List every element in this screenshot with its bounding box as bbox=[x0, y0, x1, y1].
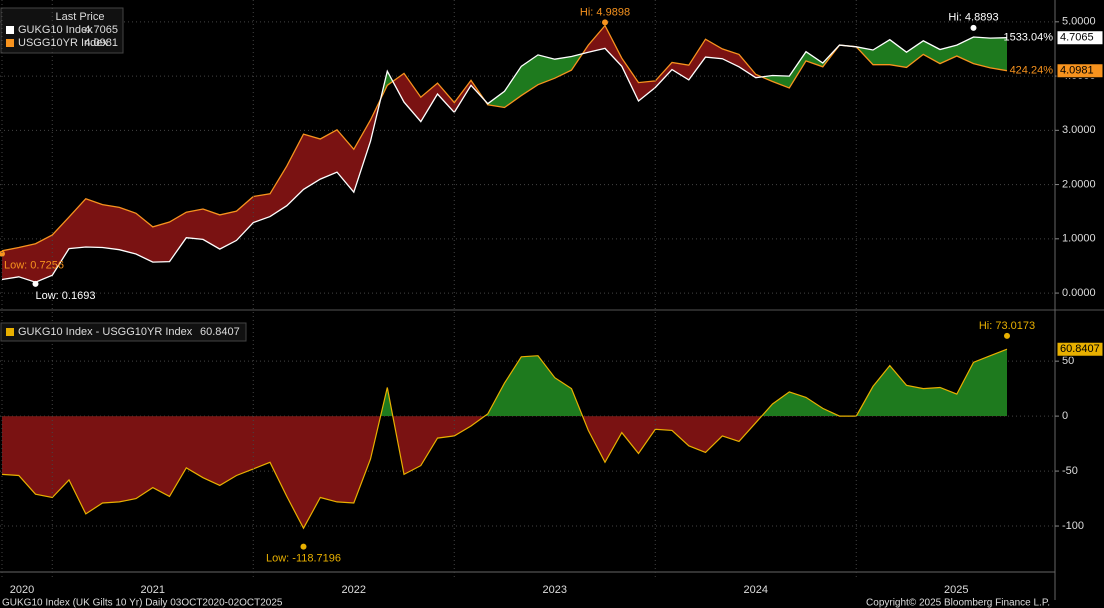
y-tick-label: 1.0000 bbox=[1062, 233, 1096, 245]
y-tick-label: 3.0000 bbox=[1062, 124, 1096, 136]
last-value-tag bbox=[1056, 30, 1104, 46]
annotation-dot bbox=[602, 19, 608, 26]
last-value-label: 60.8407 bbox=[1060, 343, 1100, 355]
y-tick-label: 0.0000 bbox=[1062, 287, 1096, 299]
annotation-dot bbox=[0, 250, 5, 257]
change-label: 1533.04% bbox=[1003, 32, 1053, 44]
annotation-label: Hi: 4.9898 bbox=[580, 6, 630, 18]
legend-value: 60.8407 bbox=[200, 326, 240, 338]
last-value-label: 4.0981 bbox=[1060, 65, 1094, 77]
series-line bbox=[1, 348, 1008, 530]
legend-box bbox=[0, 322, 247, 342]
annotation-dot bbox=[970, 24, 977, 31]
x-tick-label: 2020 bbox=[10, 584, 34, 596]
annotation-label: Low: 0.1693 bbox=[36, 290, 96, 302]
x-tick-label: 2024 bbox=[744, 584, 768, 596]
legend-label: GUKG10 Index bbox=[18, 24, 93, 36]
y-tick-label: 2.0000 bbox=[1062, 178, 1096, 190]
x-tick-label: 2021 bbox=[141, 584, 165, 596]
series-line bbox=[1, 36, 1008, 283]
annotation-label: Low: -118.7196 bbox=[266, 553, 341, 565]
footer-right: Copyright© 2025 Bloomberg Finance L.P. bbox=[866, 598, 1050, 608]
x-tick-label: 2025 bbox=[944, 584, 968, 596]
area-positive bbox=[380, 349, 1007, 417]
footer-left: GUKG10 Index (UK Gilts 10 Yr) Daily 03OC… bbox=[2, 598, 283, 608]
y-tick-label: -100 bbox=[1062, 520, 1084, 532]
annotation-label: Low: 0.7256 bbox=[4, 260, 64, 272]
x-tick-label: 2022 bbox=[342, 584, 366, 596]
legend-value: 4.7065 bbox=[84, 24, 118, 36]
legend-swatch bbox=[6, 26, 14, 34]
change-label: 424.24% bbox=[1010, 65, 1054, 77]
y-tick-label: 50 bbox=[1062, 355, 1074, 367]
y-tick-label: 5.0000 bbox=[1062, 16, 1096, 28]
last-value-tag bbox=[1056, 341, 1104, 357]
y-tick-label: -50 bbox=[1062, 465, 1078, 477]
legend-box bbox=[0, 7, 124, 54]
legend-label: USGG10YR Index bbox=[18, 37, 108, 49]
annotation-dot bbox=[32, 280, 39, 287]
legend-value: 4.0981 bbox=[84, 37, 118, 49]
annotation-dot bbox=[1004, 332, 1010, 339]
legend-swatch bbox=[6, 39, 14, 47]
annotation-label: Hi: 73.0173 bbox=[979, 320, 1035, 332]
y-tick-label: 0 bbox=[1062, 410, 1068, 422]
last-value-label: 4.7065 bbox=[1060, 32, 1094, 44]
annotation-dot bbox=[300, 543, 307, 550]
last-value-tag bbox=[1056, 63, 1104, 79]
legend-title: Last Price bbox=[56, 11, 105, 23]
annotation-label: Hi: 4.8893 bbox=[948, 12, 998, 24]
x-tick-label: 2023 bbox=[543, 584, 567, 596]
legend-label: GUKG10 Index - USGG10YR Index bbox=[18, 326, 193, 338]
legend-swatch bbox=[6, 328, 14, 336]
